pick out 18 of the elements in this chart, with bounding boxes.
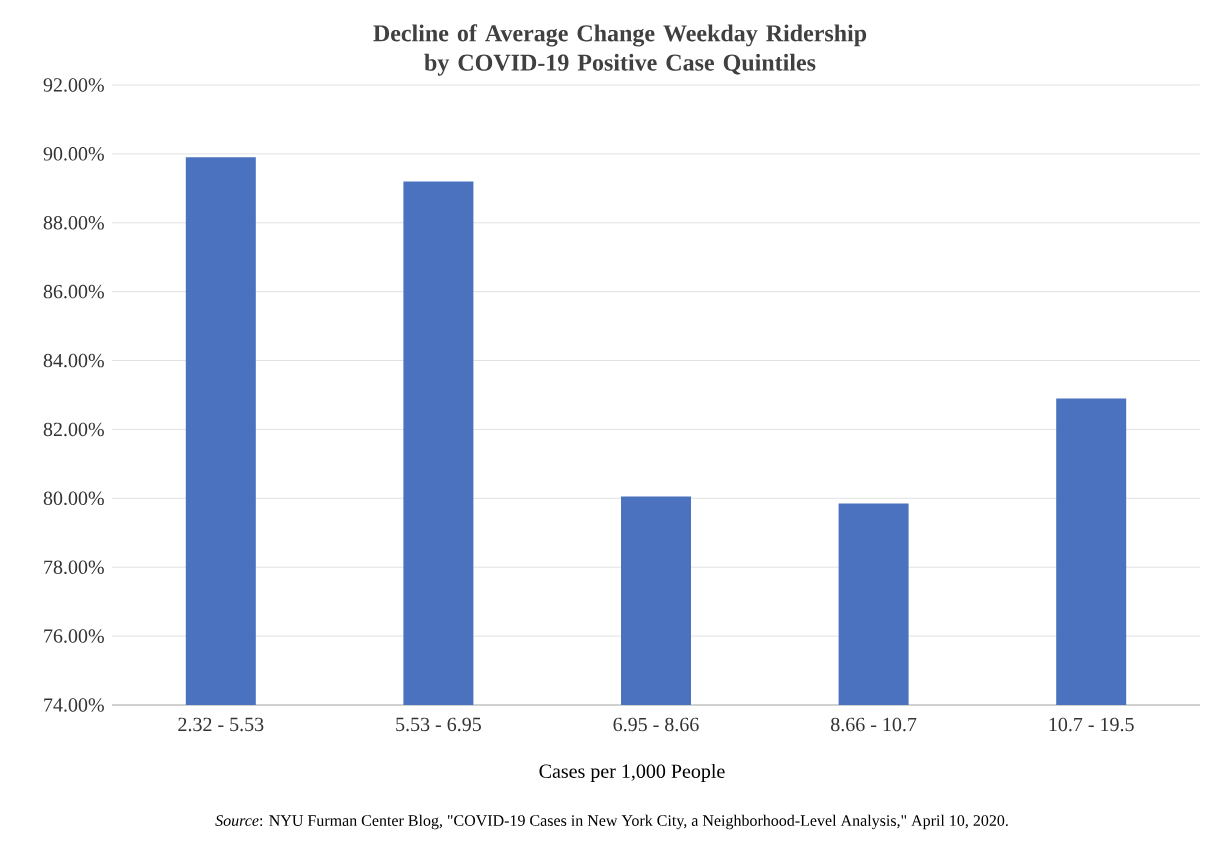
y-tick-label: 90.00%	[43, 147, 104, 161]
y-tick-label: 80.00%	[43, 491, 104, 506]
x-tick-label: 2.32 - 5.53	[178, 717, 264, 732]
x-tick-label: 10.7 - 19.5	[1049, 717, 1134, 732]
y-tick-label: 74.00%	[44, 698, 104, 712]
x-tick-label: 5.53 - 6.95	[396, 717, 481, 732]
y-tick-label: 82.00%	[43, 422, 104, 437]
y-tick-label: 76.00%	[44, 629, 104, 643]
x-tick-label: 8.66 - 10.7	[831, 717, 917, 732]
y-tick-label: 86.00%	[43, 284, 104, 299]
y-tick-label: 84.00%	[43, 353, 104, 368]
y-tick-label: 92.00%	[43, 78, 104, 92]
x-axis-title: Cases per 1,000 People	[539, 763, 725, 783]
y-tick-label: 78.00%	[44, 560, 104, 575]
x-tick-label: 6.95 - 8.66	[613, 717, 699, 732]
text: Source: NYU Furman Center Blog, "COVID-19 Cases in New York City, a Neighborhood-Level Analysis," April 10, 2020.	[215, 814, 1008, 830]
chart-title: Decline of Average Change Weekday Ridership by COVID-19 Positive Case Quintiles	[373, 24, 867, 76]
y-tick-label: 88.00%	[43, 215, 104, 230]
